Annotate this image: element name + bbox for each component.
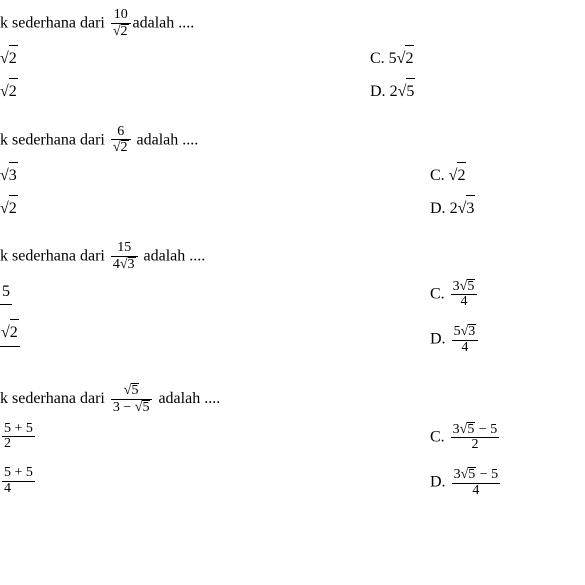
sqrt-icon: 5	[460, 422, 476, 438]
question-4-stem: k sederhana dari 53 − 5 adalah ....	[0, 383, 585, 415]
question-1-stem: k sederhana dari 102adalah ....	[0, 8, 585, 39]
option-c: C. 354	[430, 279, 585, 310]
fraction: 354	[451, 279, 478, 310]
options: 5 + 52 5 + 54 C. 35 − 52 D. 35 − 54	[0, 422, 585, 513]
option-a: 5	[0, 279, 200, 306]
stem-text: k sederhana dari	[0, 131, 109, 148]
fraction: 5 + 54	[2, 466, 35, 496]
denominator: 2	[111, 24, 131, 40]
sqrt-icon: 5	[398, 78, 416, 105]
option-d: D. 534	[430, 324, 585, 355]
options: 2 2 C. 52 D. 25	[0, 45, 585, 110]
sqrt-icon: 2	[0, 78, 18, 105]
sqrt-icon: 5	[124, 383, 140, 399]
numerator: 5	[111, 383, 153, 400]
sqrt-icon: 5	[135, 400, 151, 416]
option-b: 5 + 54	[0, 466, 200, 496]
option-b: 2	[0, 78, 200, 105]
sqrt-icon: 3	[120, 257, 136, 273]
denominator: 43	[111, 257, 138, 273]
numerator: 5 + 5	[2, 466, 35, 482]
denominator: 4	[452, 341, 479, 356]
question-3: k sederhana dari 1543 adalah .... 5 2 C.…	[0, 241, 585, 369]
sqrt-icon: 2	[0, 195, 18, 222]
denominator: 4	[452, 484, 501, 499]
fraction: 35 − 52	[451, 422, 500, 453]
denominator: 4	[451, 295, 478, 310]
denominator: 4	[2, 482, 35, 497]
option-a: 3	[0, 162, 200, 189]
fraction: 102	[111, 8, 131, 39]
option-d: D. 35 − 54	[430, 467, 585, 498]
denominator: 2	[451, 438, 500, 453]
options: 3 2 C. 2 D. 23	[0, 162, 585, 227]
denominator: 3 − 5	[111, 400, 153, 416]
numerator: 5 + 5	[2, 422, 35, 438]
fraction: 5 + 52	[2, 422, 35, 452]
fraction: 35 − 54	[452, 467, 501, 498]
question-3-stem: k sederhana dari 1543 adalah ....	[0, 241, 585, 272]
sqrt-icon: 2	[449, 162, 467, 189]
option-a: 5 + 52	[0, 422, 200, 452]
sqrt-icon: 3	[0, 162, 18, 189]
option-d: D. 25	[370, 78, 570, 105]
numerator: 6	[111, 125, 131, 141]
stem-text: k sederhana dari	[0, 390, 109, 407]
numerator: 35 − 5	[451, 422, 500, 439]
sqrt-icon: 5	[460, 279, 476, 295]
option-c: C. 52	[370, 45, 570, 72]
options: 5 2 C. 354 D. 534	[0, 279, 585, 370]
question-4: k sederhana dari 53 − 5 adalah .... 5 + …	[0, 383, 585, 512]
fraction: 62	[111, 125, 131, 156]
stem-text: k sederhana dari	[0, 247, 109, 264]
question-1: k sederhana dari 102adalah .... 2 2 C. 5…	[0, 8, 585, 111]
option-a: 2	[0, 45, 200, 72]
option-b: 2	[0, 195, 200, 222]
denominator: 2	[2, 437, 35, 452]
question-2-stem: k sederhana dari 62 adalah ....	[0, 125, 585, 156]
stem-text: adalah ....	[140, 247, 206, 264]
question-2: k sederhana dari 62 adalah .... 3 2 C. 2…	[0, 125, 585, 228]
stem-text: adalah ....	[133, 131, 199, 148]
numerator: 35 − 5	[452, 467, 501, 484]
sqrt-icon: 2	[113, 140, 129, 156]
stem-text: k sederhana dari	[0, 14, 109, 31]
fraction: 534	[452, 324, 479, 355]
sqrt-icon: 3	[461, 324, 477, 340]
numerator: 10	[111, 8, 131, 24]
option-b: 2	[0, 319, 200, 347]
stem-text: adalah ....	[133, 14, 195, 31]
option-d: D. 23	[430, 195, 585, 222]
option-c: C. 35 − 52	[430, 422, 585, 453]
sqrt-icon: 2	[0, 45, 18, 72]
fraction: 1543	[111, 241, 138, 272]
stem-text: adalah ....	[154, 390, 220, 407]
sqrt-icon: 2	[397, 45, 415, 72]
sqrt-icon: 3	[458, 195, 476, 222]
sqrt-icon: 2	[1, 319, 19, 346]
numerator: 53	[452, 324, 479, 341]
fraction: 53 − 5	[111, 383, 153, 415]
sqrt-icon: 5	[461, 467, 477, 483]
sqrt-icon: 2	[113, 24, 129, 40]
numerator: 15	[111, 241, 138, 257]
numerator: 35	[451, 279, 478, 296]
option-c: C. 2	[430, 162, 585, 189]
denominator: 2	[111, 140, 131, 156]
